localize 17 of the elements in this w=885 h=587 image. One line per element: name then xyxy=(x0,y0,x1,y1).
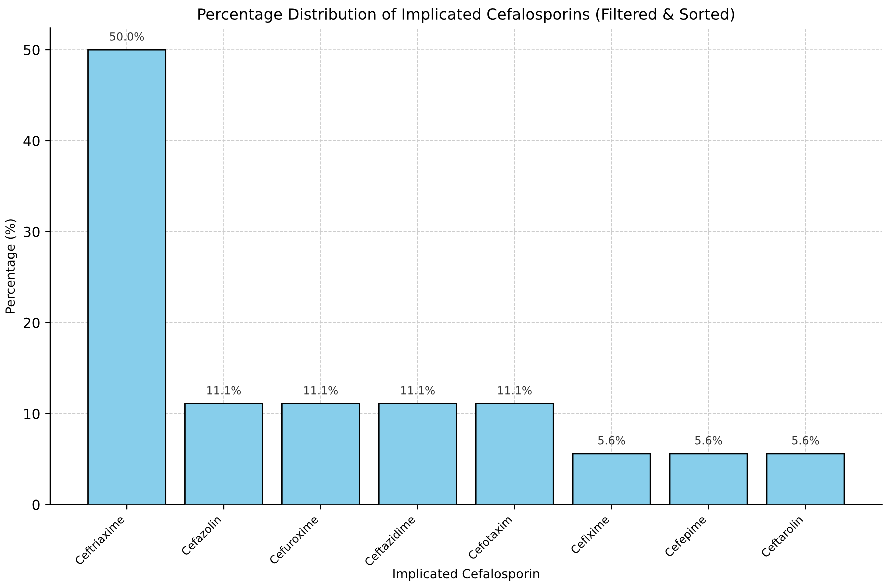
data-label: 5.6% xyxy=(792,436,820,445)
data-label: 50.0% xyxy=(110,32,144,41)
y-tick-label: 20 xyxy=(24,318,40,328)
chart-title: Percentage Distribution of Implicated Cefalosporins (Filtered & Sorted) xyxy=(198,8,734,24)
data-label: 11.1% xyxy=(208,386,242,395)
data-label: 5.6% xyxy=(696,436,722,445)
y-tick-label: 0 xyxy=(32,500,40,510)
data-label: 11.1% xyxy=(498,386,532,395)
data-label: 11.1% xyxy=(304,386,338,395)
y-tick-label: 30 xyxy=(24,226,40,238)
y-tick-label: 40 xyxy=(24,136,40,146)
x-axis-title: Implicated Cefalosporin xyxy=(394,568,540,582)
y-axis-title: Percentage (%) xyxy=(5,220,18,314)
data-label: 5.6% xyxy=(598,436,626,445)
data-label: 11.1% xyxy=(401,386,435,395)
y-tick-label: 10 xyxy=(24,408,40,420)
y-tick-label: 50 xyxy=(24,44,40,56)
